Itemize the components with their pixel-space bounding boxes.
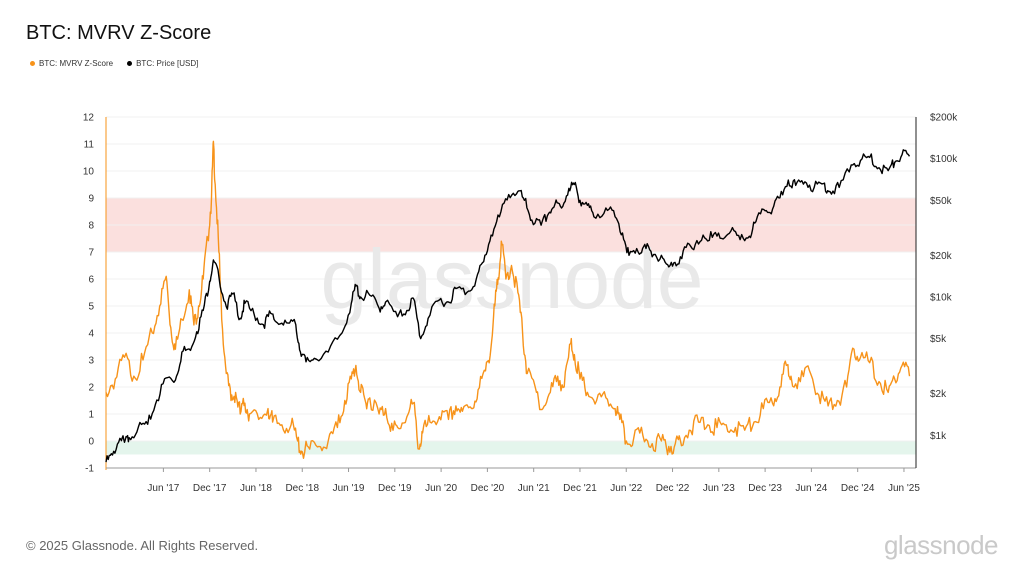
y-right-tick-5: $50k <box>930 196 953 207</box>
y-left-tick-4: 3 <box>88 356 94 367</box>
x-tick-1: Dec '17 <box>193 483 227 494</box>
series-line-price <box>105 149 911 463</box>
legend-label-price: BTC: Price [USD] <box>136 59 199 68</box>
y-right-tick-0: $1k <box>930 431 947 442</box>
x-tick-7: Dec '20 <box>471 483 505 494</box>
y-left-tick-2: 1 <box>88 410 94 421</box>
y-left-tick-12: 11 <box>84 140 95 151</box>
legend-item-price[interactable]: BTC: Price [USD] <box>127 59 198 68</box>
y-right-tick-4: $20k <box>930 251 953 262</box>
x-tick-14: Jun '24 <box>795 483 827 494</box>
y-left-tick-9: 8 <box>88 221 94 232</box>
x-tick-13: Dec '23 <box>748 483 782 494</box>
watermark: glassnode <box>321 232 704 326</box>
y-left-tick-3: 2 <box>88 383 94 394</box>
chart-legend: BTC: MVRV Z-Score BTC: Price [USD] <box>30 59 198 68</box>
y-left-tick-0: -1 <box>85 464 94 475</box>
x-tick-8: Jun '21 <box>518 483 550 494</box>
y-right-tick-6: $100k <box>930 154 958 165</box>
brand-logo: glassnode <box>883 530 999 560</box>
x-tick-2: Jun '18 <box>240 483 272 494</box>
y-left-tick-7: 6 <box>88 275 94 286</box>
y-right-tick-3: $10k <box>930 292 953 303</box>
x-tick-0: Jun '17 <box>147 483 179 494</box>
axes-layer <box>105 117 917 472</box>
x-tick-16: Jun '25 <box>888 483 920 494</box>
x-tick-3: Dec '18 <box>285 483 319 494</box>
series-line-mvrv <box>105 140 911 459</box>
y-left-tick-6: 5 <box>88 302 94 313</box>
copyright-text: © 2025 Glassnode. All Rights Reserved. <box>26 538 259 553</box>
y-right-tick-1: $2k <box>930 389 947 400</box>
y-left-tick-5: 4 <box>88 329 94 340</box>
y-left-tick-1: 0 <box>88 437 94 448</box>
tick-layer: -10123456789101112$1k$2k$5k$10k$20k$50k$… <box>83 113 958 495</box>
x-tick-15: Dec '24 <box>841 483 875 494</box>
x-tick-4: Jun '19 <box>333 483 365 494</box>
band-1 <box>106 441 916 455</box>
y-left-tick-11: 10 <box>83 167 95 178</box>
x-tick-9: Dec '21 <box>563 483 597 494</box>
x-tick-12: Jun '23 <box>703 483 735 494</box>
y-left-tick-10: 9 <box>88 194 94 205</box>
y-left-tick-13: 12 <box>83 113 95 124</box>
y-right-tick-7: $200k <box>930 113 958 124</box>
legend-label-mvrv: BTC: MVRV Z-Score <box>39 59 114 68</box>
series-layer <box>105 140 911 463</box>
chart-title: BTC: MVRV Z-Score <box>26 22 212 44</box>
x-tick-11: Dec '22 <box>656 483 690 494</box>
x-tick-10: Jun '22 <box>610 483 642 494</box>
legend-item-mvrv[interactable]: BTC: MVRV Z-Score <box>30 59 113 68</box>
y-right-tick-2: $5k <box>930 334 947 345</box>
legend-marker-price <box>127 61 133 66</box>
x-tick-6: Jun '20 <box>425 483 457 494</box>
x-tick-5: Dec '19 <box>378 483 412 494</box>
y-left-tick-8: 7 <box>88 248 94 259</box>
legend-marker-mvrv <box>30 61 35 66</box>
grid-layer <box>106 116 916 469</box>
